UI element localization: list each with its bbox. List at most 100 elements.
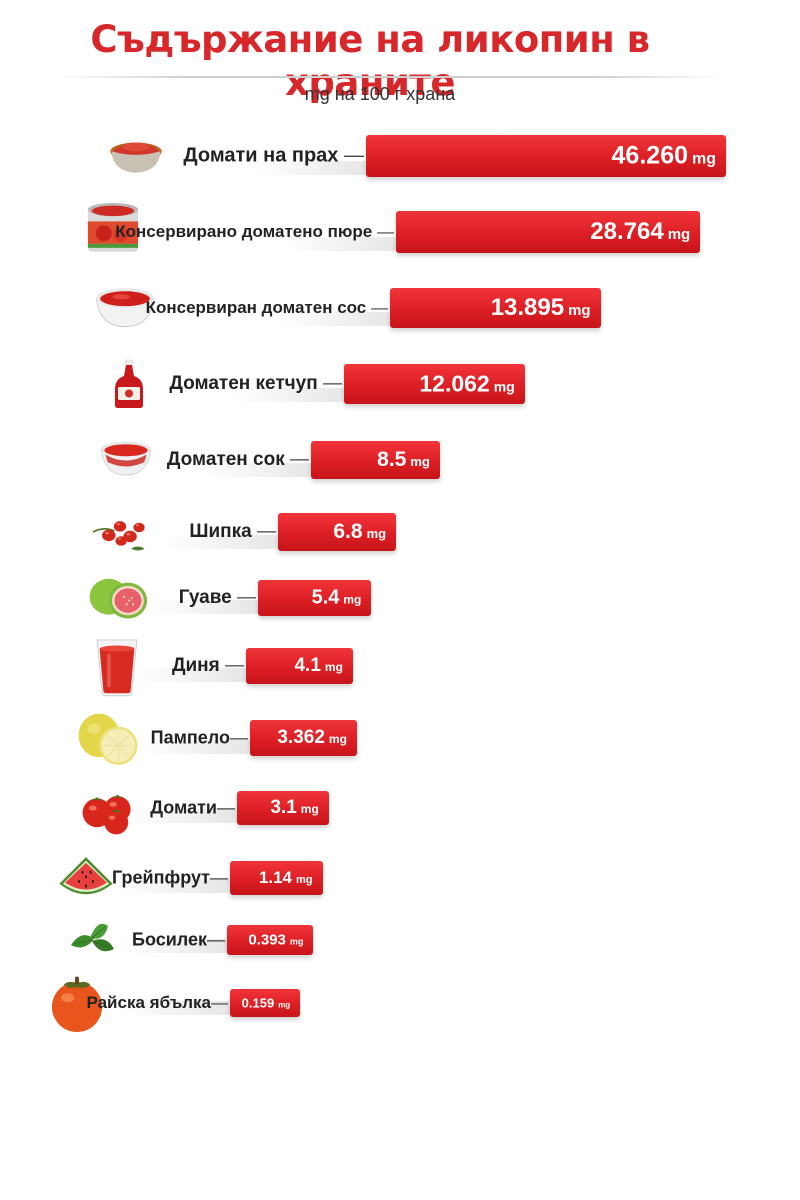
label-connector: — [366,298,388,317]
bar-value-number: 6.8 [333,520,363,543]
category-label: Диня — [172,655,244,677]
bar-value-label: 28.764 mg [590,218,690,246]
bar: 3.1 mg [237,791,329,825]
bar-value-unit: mg [493,378,515,395]
category-label: Консервирано доматено пюре — [115,222,394,242]
category-label-text: Гуаве [178,587,232,608]
category-label-text: Консервирано доматено пюре [115,222,373,241]
bar-label-shadow [127,809,237,823]
bar-label-shadow [168,535,278,549]
category-label: Гуаве — [179,587,256,609]
bar-value-label: 0.393 mg [248,932,303,949]
bar: 4.1 mg [246,648,353,684]
bar-value-unit: mg [300,802,319,816]
label-connector: — [284,449,309,470]
sauce-bowl-icon [80,277,170,339]
category-label: Босилек— [132,930,225,951]
page-subtitle: mg на 100 г храна [304,84,456,104]
bar-label-shadow [120,879,230,893]
basil-icon [52,915,132,965]
bar-value-label: 3.1 mg [270,797,318,819]
category-label: Домати— [150,798,235,819]
category-label: Консервиран доматен сос — [146,298,388,318]
bar-value-unit: mg [410,454,430,469]
persimmon-icon [44,970,110,1036]
bar-label-shadow [117,939,227,953]
juice-bowl-icon [86,433,166,487]
category-label: Райска ябълка— [86,993,228,1013]
bar: 1.14 mg [230,861,323,895]
bar-value-unit: mg [568,302,591,319]
bar: 5.4 mg [258,580,372,616]
bar: 12.062 mg [344,364,525,404]
bar: 46.260 mg [366,135,726,177]
bar-label-shadow [140,740,250,754]
bar-value-unit: mg [278,1000,291,1010]
bar-value-unit: mg [296,874,313,886]
label-connector: — [372,222,394,241]
bar-label-shadow [136,668,246,682]
watermelon-icon [48,849,124,907]
bar-value-unit: mg [324,660,343,674]
label-connector: — [207,929,225,950]
category-label-text: Консервиран доматен сос [145,298,367,317]
bar-value-number: 5.4 [311,586,340,609]
bar-value-number: 0.159 [241,995,275,1011]
bar-value-number: 1.14 [258,868,293,887]
bar: 0.159 mg [230,989,301,1017]
category-label-text: Шипка [189,521,252,542]
bar-value-label: 6.8 mg [333,520,386,544]
bar-value-number: 3.362 [277,727,325,748]
bar-value-number: 28.764 [590,218,664,245]
bar-value-unit: mg [667,226,691,243]
bar-value-label: 12.062 mg [419,371,514,398]
bar-value-number: 13.895 [490,294,565,321]
bar: 28.764 mg [396,211,701,253]
bar-value-unit: mg [328,732,347,746]
bar-value-number: 0.393 [248,931,286,949]
guava-icon [74,566,164,630]
bar: 6.8 mg [278,513,397,551]
bar: 8.5 mg [311,441,440,479]
bar-value-unit: mg [366,526,387,541]
bar-value-number: 12.062 [419,370,490,397]
bar-value-unit: mg [692,150,716,168]
category-label-text: Диня [171,655,220,676]
bar-value-label: 0.159 mg [242,996,291,1011]
canned-tomato-icon [80,197,146,267]
category-label-text: Пампело [150,727,230,748]
bar-label-shadow [234,388,344,402]
category-label: Доматен сок — [167,449,309,471]
bar-value-label: 5.4 mg [312,587,362,610]
label-connector: — [211,993,228,1012]
label-connector: — [251,521,276,542]
category-label-text: Доматен кетчуп [169,373,318,394]
bar-value-label: 1.14 mg [259,868,313,888]
label-connector: — [317,373,342,394]
bar: 13.895 mg [390,288,601,328]
category-label-text: Домати на прах [183,144,339,167]
juice-glass-icon [86,631,148,701]
label-connector: — [230,727,248,748]
tomatoes-icon [64,778,154,838]
bar-value-label: 13.895 mg [491,294,591,322]
category-label: Шипка — [189,521,276,543]
bar-value-number: 3.1 [270,797,297,818]
bar-value-label: 8.5 mg [377,448,430,472]
label-connector: — [338,144,364,167]
label-connector: — [219,655,244,676]
category-label: Пампело— [151,728,248,749]
powder-bowl-icon [86,128,186,184]
bar: 0.393 mg [227,925,314,955]
pomelo-icon [58,706,158,770]
bar-value-number: 8.5 [377,448,407,471]
bar: 3.362 mg [250,720,357,756]
bar-value-label: 3.362 mg [277,727,347,749]
bar-value-number: 46.260 [611,141,688,170]
category-label-text: Райска ябълка [86,993,211,1012]
bar-value-label: 46.260 mg [612,142,716,171]
page-title: Съдържание на ликопин в храните [90,18,650,104]
category-label-text: Домати [150,797,217,818]
bar-value-unit: mg [289,936,304,947]
bar-label-shadow [280,312,390,326]
